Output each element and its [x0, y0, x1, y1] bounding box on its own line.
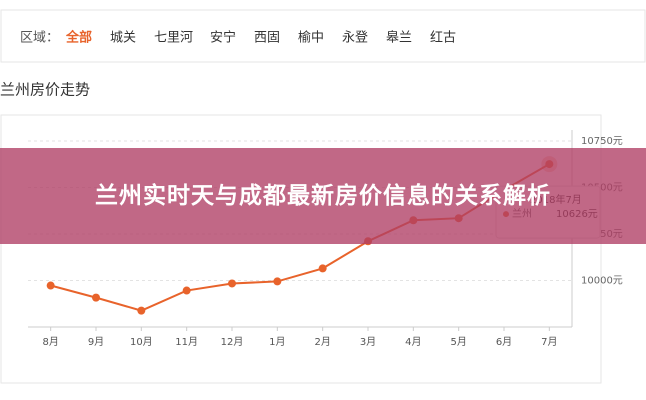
filter-options: 全部 城关 七里河 安宁 西固 榆中 永登 皋兰 红古 — [65, 30, 456, 46]
x-tick-label: 1月 — [269, 336, 285, 348]
section-title: 兰州房价走势 — [0, 81, 90, 99]
filter-option[interactable]: 西固 — [254, 31, 280, 46]
x-tick-label: 2月 — [314, 336, 330, 348]
data-point[interactable] — [228, 279, 236, 288]
filter-option[interactable]: 榆中 — [298, 31, 324, 46]
filter-option[interactable]: 七里河 — [154, 31, 193, 46]
filter-box — [0, 9, 646, 63]
data-point[interactable] — [137, 306, 146, 315]
x-tick-label: 5月 — [450, 336, 466, 348]
x-tick-label: 10月 — [130, 336, 153, 348]
x-tick-label: 7月 — [541, 336, 557, 348]
filter-option[interactable]: 全部 — [65, 30, 92, 46]
filter-option[interactable]: 城关 — [110, 31, 136, 46]
x-tick-label: 11月 — [175, 336, 198, 348]
data-point[interactable] — [273, 277, 282, 286]
y-tick-label: 10750元 — [581, 136, 623, 147]
banner-text: 兰州实时天与成都最新房价信息的关系解析 — [95, 183, 551, 209]
banner: 兰州实时天与成都最新房价信息的关系解析 — [0, 148, 646, 244]
y-tick-label: 10000元 — [581, 276, 623, 287]
data-point[interactable] — [182, 286, 191, 295]
filter-option[interactable]: 安宁 — [210, 30, 236, 46]
data-point[interactable] — [318, 264, 327, 273]
filter-label: 区域： — [20, 31, 59, 46]
data-point[interactable] — [46, 281, 55, 290]
x-tick-label: 6月 — [496, 336, 512, 348]
filter-option[interactable]: 永登 — [342, 31, 368, 46]
data-point[interactable] — [92, 293, 100, 302]
x-tick-label: 3月 — [360, 336, 376, 348]
filter-option[interactable]: 红古 — [430, 30, 456, 46]
x-tick-label: 12月 — [221, 336, 244, 348]
x-tick-label: 9月 — [88, 336, 104, 348]
filter-option[interactable]: 皋兰 — [386, 31, 412, 46]
x-tick-label: 8月 — [42, 336, 58, 348]
x-tick-label: 4月 — [405, 336, 421, 348]
